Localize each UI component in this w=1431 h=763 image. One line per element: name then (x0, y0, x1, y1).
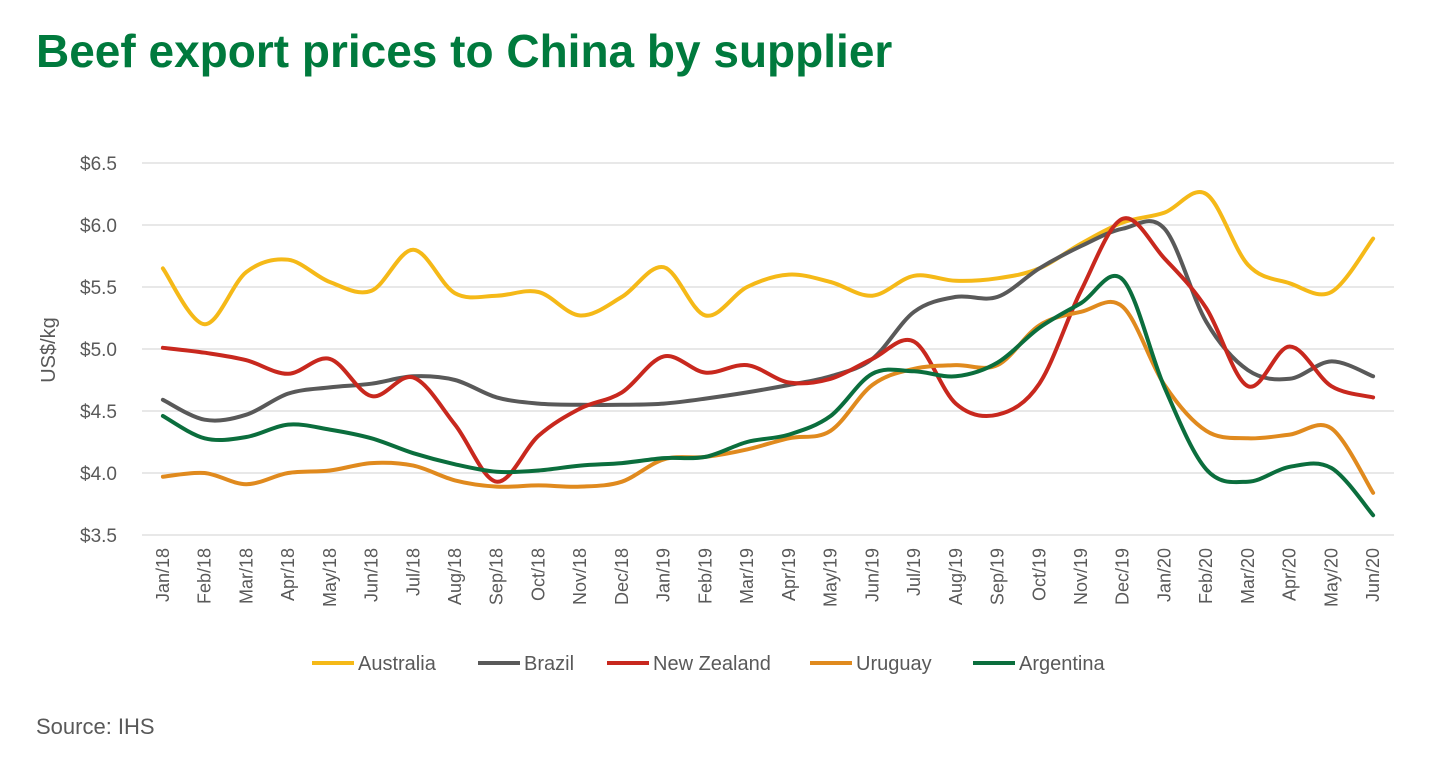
source-note: Source: IHS (36, 714, 155, 739)
y-axis-ticks: $3.5 $4.0 $4.5 $5.0 $5.5 $6.0 $6.5 (80, 154, 117, 547)
x-tick-label: Jul/19 (904, 548, 924, 596)
y-tick-label: $5.0 (80, 340, 117, 361)
x-tick-label: May/20 (1321, 548, 1341, 607)
x-tick-label: Jul/18 (403, 548, 423, 596)
series-line-australia (160, 190, 1376, 327)
x-tick-label: Feb/19 (695, 548, 715, 604)
x-tick-label: Nov/18 (570, 548, 590, 605)
x-tick-label: Sep/19 (988, 548, 1008, 605)
series-lines (160, 190, 1376, 518)
x-tick-label: Jun/18 (362, 548, 382, 602)
y-tick-label: $5.5 (80, 278, 117, 299)
x-tick-label: Apr/20 (1280, 548, 1300, 601)
y-tick-label: $4.0 (80, 464, 117, 485)
x-tick-label: Oct/19 (1029, 548, 1049, 601)
series-line-new-zealand (160, 216, 1376, 484)
x-tick-label: Jan/19 (654, 548, 674, 602)
legend-label-argentina: Argentina (1019, 653, 1105, 675)
legend-label-brazil: Brazil (524, 653, 574, 675)
x-tick-label: Dec/18 (612, 548, 632, 605)
x-tick-label: Mar/19 (737, 548, 757, 604)
x-tick-label: Mar/20 (1238, 548, 1258, 604)
x-tick-label: Jun/19 (862, 548, 882, 602)
series-line-argentina (160, 273, 1376, 518)
legend: Australia Brazil New Zealand Uruguay Argenti… (312, 653, 1105, 675)
x-tick-label: Jun/20 (1363, 548, 1383, 602)
x-tick-label: Jan/18 (153, 548, 173, 602)
x-tick-label: May/18 (320, 548, 340, 607)
legend-label-new-zealand: New Zealand (653, 653, 771, 675)
x-tick-label: Aug/19 (946, 548, 966, 605)
series-line-uruguay (160, 299, 1376, 495)
x-tick-label: Feb/18 (195, 548, 215, 604)
legend-label-australia: Australia (358, 653, 437, 675)
grid-lines (142, 162, 1394, 536)
x-tick-label: May/19 (821, 548, 841, 607)
y-tick-label: $6.5 (80, 154, 117, 175)
page-title: Beef export prices to China by supplier (36, 25, 893, 77)
series-line-brazil (160, 219, 1376, 423)
y-tick-label: $6.0 (80, 216, 117, 237)
y-axis-title: US$/kg (38, 317, 60, 383)
legend-label-uruguay: Uruguay (856, 653, 932, 675)
x-tick-label: Nov/19 (1071, 548, 1091, 605)
x-tick-label: Feb/20 (1196, 548, 1216, 604)
x-tick-label: Jan/20 (1154, 548, 1174, 602)
x-tick-label: Apr/19 (779, 548, 799, 601)
x-tick-label: Oct/18 (528, 548, 548, 601)
x-tick-label: Mar/18 (236, 548, 256, 604)
x-tick-label: Apr/18 (278, 548, 298, 601)
x-tick-label: Sep/18 (487, 548, 507, 605)
y-tick-label: $3.5 (80, 526, 117, 547)
x-tick-label: Dec/19 (1113, 548, 1133, 605)
y-tick-label: $4.5 (80, 402, 117, 423)
x-axis-ticks: Jan/18 Feb/18 Mar/18 Apr/18 May/18 Jun/18 Jul/… (153, 548, 1383, 607)
x-tick-label: Aug/18 (445, 548, 465, 605)
